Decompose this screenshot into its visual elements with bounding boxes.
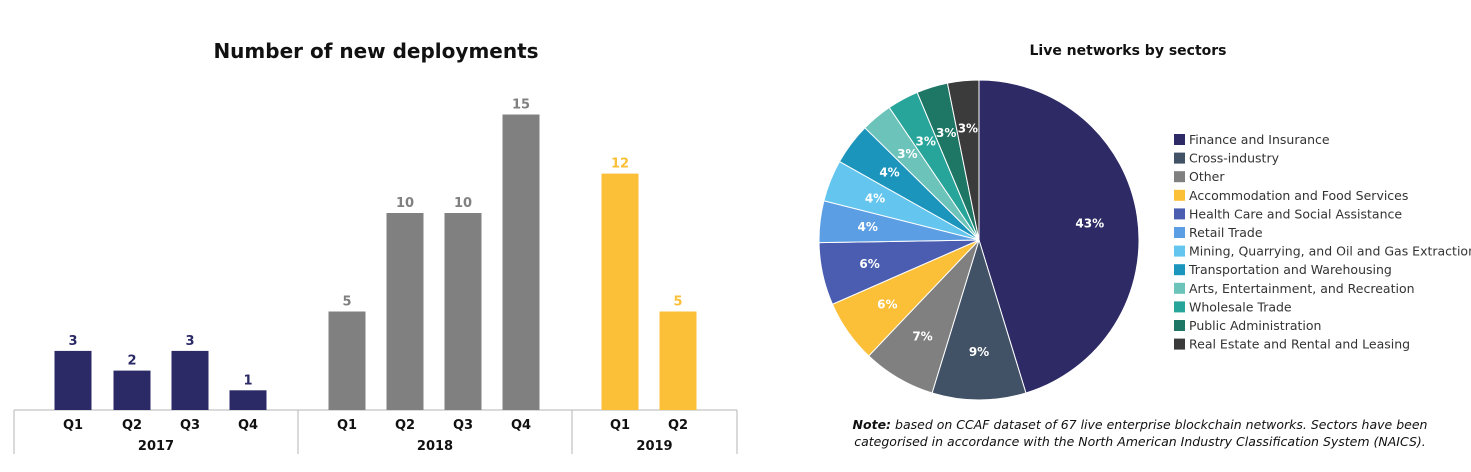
x-tick-label: Q2 bbox=[122, 418, 142, 433]
note-prefix: Note: bbox=[852, 417, 892, 432]
legend-entry: Retail Trade bbox=[1189, 225, 1263, 240]
x-tick-label: Q4 bbox=[238, 418, 258, 433]
bar-2018-Q4 bbox=[502, 114, 540, 410]
pie-slice-label: 7% bbox=[912, 330, 932, 344]
bar-2017-Q1 bbox=[54, 350, 92, 410]
bar-value-label: 10 bbox=[396, 196, 414, 211]
legend-entry: Arts, Entertainment, and Recreation bbox=[1189, 281, 1415, 296]
x-tick-label: Q3 bbox=[453, 418, 473, 433]
pie-slice-label: 3% bbox=[897, 147, 917, 161]
legend-entry: Cross-industry bbox=[1189, 151, 1280, 166]
pie-chart-title: Live networks by sectors bbox=[1029, 43, 1226, 59]
legend-swatch bbox=[1174, 152, 1185, 164]
bar-value-label: 12 bbox=[611, 157, 629, 172]
bar-value-label: 1 bbox=[243, 373, 252, 388]
year-group-label: 2018 bbox=[417, 439, 453, 454]
bar-value-label: 5 bbox=[342, 295, 351, 310]
pie-slice-label: 6% bbox=[877, 297, 897, 311]
bar-value-label: 3 bbox=[185, 334, 194, 349]
pie-slice-cross-industry bbox=[931, 238, 1027, 401]
x-tick-label: Q2 bbox=[395, 418, 415, 433]
pie-slice-real-estate-and-rental-and-leasing bbox=[946, 79, 980, 241]
legend-swatch bbox=[1174, 320, 1185, 331]
bar-2017-Q4 bbox=[229, 390, 267, 410]
legend-entry: Accommodation and Food Services bbox=[1189, 188, 1408, 203]
pie-slice-label: 43% bbox=[1075, 216, 1104, 230]
legend-swatch bbox=[1174, 134, 1185, 145]
legend-entry: Wholesale Trade bbox=[1189, 299, 1292, 314]
pie-slice-label: 4% bbox=[865, 191, 885, 205]
legend-entry: Real Estate and Rental and Leasing bbox=[1189, 337, 1410, 352]
bar-2017-Q3 bbox=[171, 350, 209, 410]
legend-entry: Transportation and Warehousing bbox=[1188, 262, 1392, 277]
bar-2018-Q1 bbox=[328, 311, 366, 410]
pie-slice-label: 3% bbox=[916, 135, 936, 149]
sectors-pie-chart: Live networks by sectors 43% 9% 7% 6% 6% 4% 4% 4… bbox=[818, 43, 1471, 401]
bar-value-label: 15 bbox=[512, 98, 530, 113]
x-tick-label: Q2 bbox=[668, 418, 688, 433]
note-text: based on CCAF dataset of 67 live enterpr… bbox=[854, 417, 1428, 449]
legend-swatch bbox=[1174, 208, 1185, 220]
bar-value-label: 10 bbox=[454, 196, 472, 211]
legend-entry: Mining, Quarrying, and Oil and Gas Extra… bbox=[1189, 244, 1471, 259]
x-tick-label: Q1 bbox=[337, 418, 357, 433]
legend-swatch bbox=[1174, 338, 1185, 350]
chart-note: Note: based on CCAF dataset of 67 live e… bbox=[820, 416, 1460, 450]
bar-chart-title: Number of new deployments bbox=[213, 39, 538, 63]
legend-swatch bbox=[1174, 189, 1185, 201]
legend-swatch bbox=[1174, 227, 1185, 238]
bar-2019-Q1 bbox=[601, 173, 639, 410]
x-tick-label: Q4 bbox=[511, 418, 531, 433]
year-group-label: 2017 bbox=[138, 439, 174, 454]
pie-slice-label: 3% bbox=[958, 122, 978, 136]
bar-2019-Q2 bbox=[659, 311, 697, 410]
bar-2018-Q2 bbox=[386, 213, 424, 410]
bar-value-label: 3 bbox=[68, 334, 77, 349]
pie-slice-label: 9% bbox=[969, 345, 989, 359]
pie-slice-label: 4% bbox=[879, 166, 899, 180]
pie-slice-label: 4% bbox=[858, 220, 878, 234]
legend-entry: Other bbox=[1189, 169, 1225, 184]
legend-entry: Public Administration bbox=[1189, 318, 1321, 333]
bar-2017-Q2 bbox=[113, 370, 151, 410]
legend-swatch bbox=[1174, 171, 1185, 183]
pie-slice-finance-and-insurance bbox=[978, 79, 1140, 394]
bar-2018-Q3 bbox=[444, 213, 482, 410]
x-tick-label: Q1 bbox=[63, 418, 83, 433]
legend-swatch bbox=[1174, 282, 1185, 294]
bar-value-label: 2 bbox=[127, 354, 136, 369]
legend-entry: Finance and Insurance bbox=[1189, 132, 1330, 147]
year-group-label: 2019 bbox=[636, 439, 672, 454]
deployments-bar-chart: Number of new deployments 3 Q1 2 Q2 3 Q3 1 Q4 201… bbox=[13, 39, 738, 454]
legend-swatch bbox=[1174, 245, 1185, 257]
bar-value-label: 5 bbox=[673, 295, 682, 310]
legend-swatch bbox=[1174, 301, 1185, 313]
legend-entry: Health Care and Social Assistance bbox=[1189, 206, 1402, 221]
x-tick-label: Q3 bbox=[180, 418, 200, 433]
pie-slice-label: 6% bbox=[859, 257, 879, 271]
legend-swatch bbox=[1174, 264, 1185, 276]
x-tick-label: Q1 bbox=[610, 418, 630, 433]
pie-slice-label: 3% bbox=[936, 126, 956, 140]
